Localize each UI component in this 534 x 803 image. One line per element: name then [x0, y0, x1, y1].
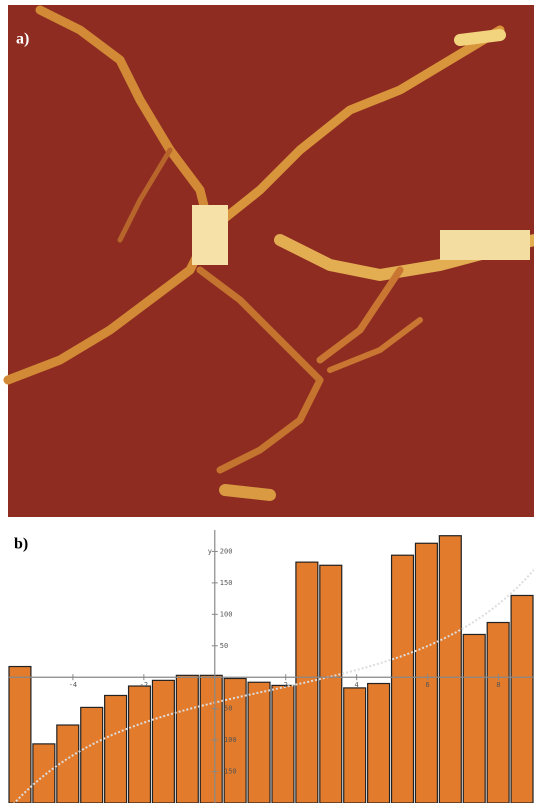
- bar: [511, 595, 533, 803]
- bar: [415, 543, 437, 803]
- bar: [392, 555, 414, 803]
- bar: [9, 667, 31, 803]
- bright-spot: [440, 230, 530, 260]
- fiber: [460, 35, 500, 40]
- bar: [439, 536, 461, 803]
- panel-label: a): [16, 31, 29, 48]
- x-tick-label: 6: [425, 681, 429, 689]
- figure: a) b) y -150 -100 -50 50 100 150 200 -4 -2 2 4 6 8: [0, 0, 534, 803]
- y-tick-label: -150: [220, 768, 237, 776]
- page: {"panel_a": {"label": "a)"}, "chart_data…: [0, 0, 534, 803]
- fiber: [225, 490, 270, 495]
- y-tick-label: -50: [220, 705, 233, 713]
- bar: [296, 562, 318, 803]
- x-tick-label: 2: [284, 681, 288, 689]
- x-tick-label: -2: [140, 681, 148, 689]
- bar: [81, 707, 103, 803]
- y-tick-label: 50: [220, 642, 228, 650]
- y-tick-label: 100: [220, 610, 233, 618]
- bar: [33, 744, 55, 803]
- bar: [105, 695, 127, 803]
- bar: [152, 680, 174, 803]
- bar: [176, 675, 198, 803]
- y-axis-label: y: [208, 547, 212, 555]
- bar: [463, 634, 485, 803]
- bar: [129, 686, 151, 803]
- y-tick-label: 150: [220, 579, 233, 587]
- bar: [368, 684, 390, 803]
- x-tick-label: 4: [355, 681, 359, 689]
- bar: [248, 682, 270, 803]
- y-tick-label: 200: [220, 547, 233, 555]
- bar: [320, 565, 342, 803]
- afm-image: a): [8, 5, 534, 517]
- bright-spot: [192, 205, 228, 265]
- panel-label: b): [14, 536, 28, 553]
- bar: [487, 623, 509, 803]
- x-tick-label: -4: [69, 681, 77, 689]
- y-tick-label: -100: [220, 736, 237, 744]
- bar: [344, 688, 366, 803]
- x-tick-label: 8: [496, 681, 500, 689]
- bar: [272, 685, 294, 803]
